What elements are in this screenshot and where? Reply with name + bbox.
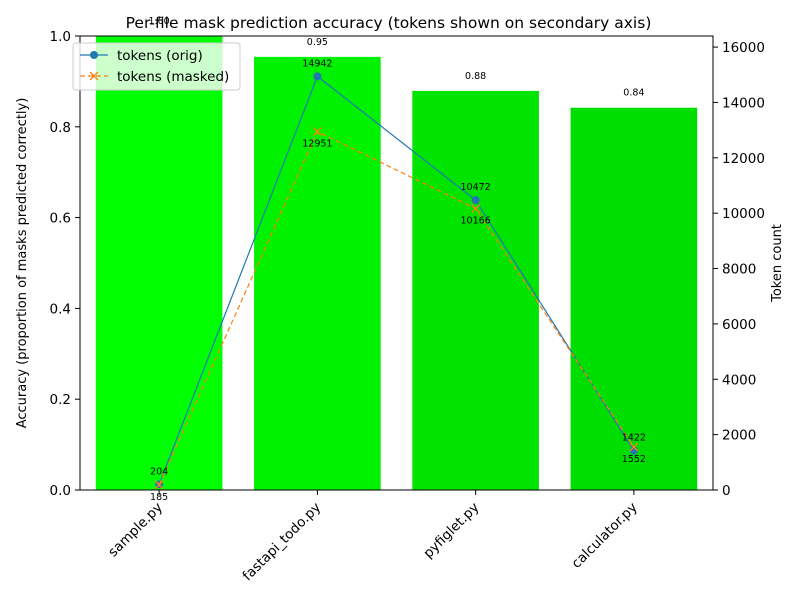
x-tick-label: fastapi_todo.py <box>240 500 325 585</box>
masked-value-label: 185 <box>150 492 168 503</box>
chart-title: Per-file mask prediction accuracy (token… <box>126 14 652 32</box>
y2-tick-label: 10000 <box>722 206 765 222</box>
orig-value-label: 204 <box>150 466 168 477</box>
legend-box <box>72 42 241 91</box>
bars-group <box>95 36 698 491</box>
series-point-masked <box>471 204 481 214</box>
y2-tick-label: 14000 <box>722 95 765 111</box>
bar-value-label: 0.95 <box>307 37 328 48</box>
bar-fastapi-todo-py <box>254 56 381 490</box>
bar-labels-group: 1.00 0.95 0.88 0.84 <box>149 16 645 99</box>
y-tick-label: 0.8 <box>50 120 71 136</box>
series-point-masked <box>312 127 322 136</box>
series-line-orig <box>158 75 635 485</box>
y2-tick-label: 4000 <box>722 372 756 388</box>
masked-value-label: 10166 <box>461 216 491 227</box>
legend: tokens (orig) tokens (masked) <box>72 42 241 91</box>
series-point-orig <box>313 72 322 81</box>
y-tick-label: 0.0 <box>50 483 71 499</box>
legend-label: tokens (masked) <box>117 69 229 85</box>
series-group <box>154 72 639 490</box>
bar-value-label: 0.84 <box>623 88 644 99</box>
y-axis-title: Accuracy (proportion of masks predicted … <box>15 98 30 429</box>
y-axis-right: 0 2000 4000 6000 8000 10000 12000 14000 16000 <box>713 40 765 499</box>
y2-tick-label: 16000 <box>722 40 765 56</box>
x-axis: sample.py fastapi_todo.py pyfiglet.py calcu… <box>105 490 641 584</box>
bar-value-label: 1.00 <box>149 16 170 27</box>
orig-value-label: 10472 <box>461 182 491 193</box>
y-tick-label: 1.0 <box>50 29 71 45</box>
legend-label: tokens (orig) <box>117 48 203 64</box>
y2-tick-label: 6000 <box>722 317 756 333</box>
bar-pyfiglet-py <box>412 90 539 491</box>
series-point-masked <box>629 442 639 452</box>
masked-value-label: 1552 <box>622 454 646 465</box>
y-tick-label: 0.2 <box>50 392 71 408</box>
legend-marker-circle <box>90 51 98 59</box>
bar-calculator-py <box>570 107 698 491</box>
y2-tick-label: 8000 <box>722 262 756 278</box>
legend-marker-x <box>89 71 99 81</box>
plot-frame <box>79 35 714 491</box>
series-line-masked <box>158 130 635 486</box>
y-axis-left: 0.0 0.2 0.4 0.6 0.8 1.0 <box>50 29 80 499</box>
y-tick-label: 0.6 <box>50 211 71 227</box>
y2-tick-label: 0 <box>722 483 731 499</box>
y2-tick-label: 12000 <box>722 151 765 167</box>
y2-tick-label: 2000 <box>722 428 756 444</box>
orig-value-label: 1422 <box>622 433 646 444</box>
bar-sample-py <box>95 36 223 490</box>
x-tick-label: pyfiglet.py <box>420 500 482 562</box>
series-labels-group: 204 14942 10472 1422 185 12951 10166 1552 <box>150 58 646 503</box>
x-tick-label: sample.py <box>105 500 166 561</box>
y2-axis-title: Token count <box>770 224 785 303</box>
series-point-orig <box>471 196 480 205</box>
x-tick-label: calculator.py <box>568 500 640 572</box>
series-point-masked <box>154 480 164 490</box>
masked-value-label: 12951 <box>302 138 332 149</box>
orig-value-label: 14942 <box>302 58 332 69</box>
y-tick-label: 0.4 <box>50 301 71 317</box>
bar-value-label: 0.88 <box>465 71 486 82</box>
